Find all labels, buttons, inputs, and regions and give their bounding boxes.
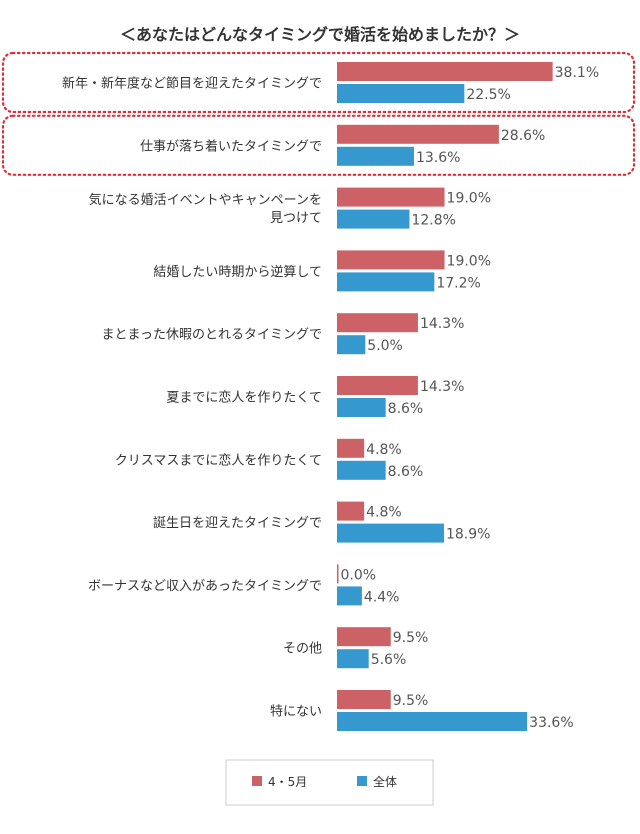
data-label: 4.8%	[366, 442, 402, 458]
data-label: 9.5%	[393, 630, 429, 646]
data-label: 28.6%	[501, 128, 545, 144]
category-label: 新年・新年度など節目を迎えたタイミングで	[62, 76, 322, 92]
data-label: 8.6%	[388, 401, 424, 417]
data-label: 18.9%	[446, 527, 490, 543]
category-label: クリスマスまでに恋人を作りたくて	[115, 452, 322, 468]
data-label: 17.2%	[436, 275, 480, 291]
category-label: その他	[283, 642, 322, 657]
category-label: 気になる婚活イベントやキャンペーンを	[89, 192, 322, 208]
bar-series-2	[337, 272, 435, 292]
bar-series-2	[337, 649, 369, 669]
bar-series-1	[337, 438, 365, 458]
highlight-boxes	[1, 51, 636, 176]
bar-series-1	[337, 690, 391, 709]
data-label: 5.0%	[367, 338, 403, 354]
category-row: 仕事が落ち着いたタイミングで 28.6% 13.6%	[140, 124, 545, 166]
bar-series-1	[337, 501, 365, 521]
category-row: ボーナスなど収入があったタイミングで 0.0% 4.4%	[88, 564, 400, 606]
legend-label: 全体	[373, 774, 397, 789]
category-label: 夏までに恋人を作りたくて	[166, 390, 322, 406]
category-label: まとまった休暇のとれるタイミングで	[102, 328, 322, 343]
category-row: 結婚したい時期から逆算して 19.0% 17.2%	[153, 250, 491, 292]
data-label: 14.3%	[420, 316, 464, 332]
category-label: 誕生日を迎えたタイミングで	[153, 516, 322, 531]
bar-series-1	[337, 376, 418, 395]
category-label: 見つけて	[270, 211, 322, 226]
bar-series-2	[337, 84, 465, 103]
category-row: 新年・新年度など節目を迎えたタイミングで 38.1% 22.5%	[62, 62, 599, 103]
bar-series-2	[337, 523, 444, 543]
category-label: ボーナスなど収入があったタイミングで	[88, 579, 322, 594]
data-label: 8.6%	[388, 464, 424, 480]
category-row: 特にない 9.5% 33.6%	[270, 690, 574, 731]
category-row: 夏までに恋人を作りたくて 14.3% 8.6%	[166, 376, 464, 417]
data-label: 33.6%	[529, 715, 573, 731]
legend-swatch	[252, 776, 262, 786]
data-label: 13.6%	[416, 150, 460, 166]
data-label: 4.4%	[364, 589, 400, 605]
bar-series-2	[337, 209, 410, 229]
data-label: 19.0%	[447, 253, 491, 269]
bar-series-2	[337, 146, 414, 166]
legend: 4・5月 全体	[225, 759, 434, 806]
bar-series-2	[337, 712, 528, 731]
data-label: 22.5%	[466, 87, 510, 103]
category-label: 結婚したい時期から逆算して	[153, 264, 322, 280]
data-label: 4.8%	[366, 505, 402, 521]
legend-label: 4・5月	[268, 775, 307, 789]
bar-series-1	[337, 250, 445, 270]
category-row: まとまった休暇のとれるタイミングで 14.3% 5.0%	[102, 313, 464, 355]
bar-series-1	[337, 187, 445, 207]
bar-series-1	[337, 627, 391, 647]
data-label: 14.3%	[420, 379, 464, 395]
bar-series-2	[337, 398, 386, 417]
category-row: その他 9.5% 5.6%	[283, 627, 429, 669]
data-label: 12.8%	[411, 213, 455, 229]
data-label: 38.1%	[555, 65, 599, 81]
bar-series-1	[337, 313, 418, 333]
bar-series-2	[337, 586, 362, 606]
category-row: 誕生日を迎えたタイミングで 4.8% 18.9%	[153, 501, 490, 543]
category-label: 仕事が落ち着いたタイミングで	[140, 138, 322, 154]
bar-series-2	[337, 335, 366, 355]
data-label: 19.0%	[447, 191, 491, 207]
data-label: 9.5%	[393, 693, 429, 709]
category-row: クリスマスまでに恋人を作りたくて 4.8% 8.6%	[115, 438, 424, 480]
chart-rows: 新年・新年度など節目を迎えたタイミングで 38.1% 22.5% 仕事が落ち着いたタイ…	[62, 62, 599, 731]
bar-series-1	[337, 564, 339, 584]
bar-series-1	[337, 62, 553, 81]
bar-series-2	[337, 460, 386, 480]
highlight-box	[1, 51, 636, 114]
chart-title: ＜あなたはどんなタイミングで婚活を始めましたか？＞	[120, 25, 520, 44]
category-label: 特にない	[270, 705, 322, 720]
legend-swatch	[357, 776, 367, 786]
bar-series-1	[337, 124, 499, 144]
data-label: 5.6%	[371, 652, 407, 668]
highlight-box	[1, 114, 636, 176]
data-label: 0.0%	[341, 567, 377, 583]
